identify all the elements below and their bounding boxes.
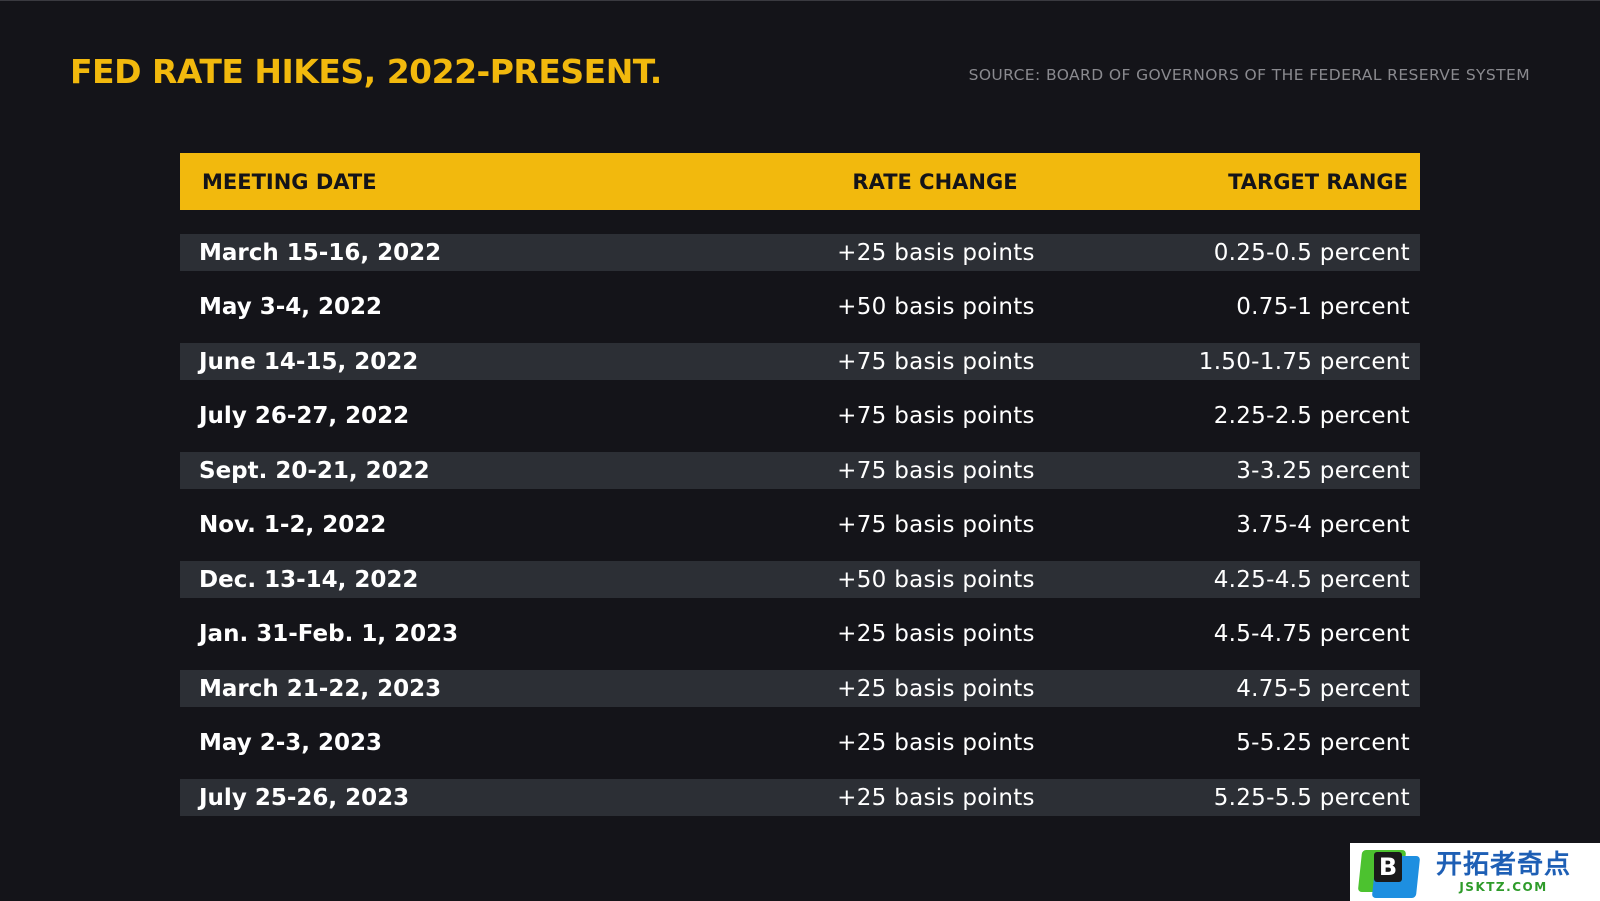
watermark-badge: B 开拓者奇点 JSKTZ.COM [1350,843,1600,901]
table-row: March 21-22, 2023 +25 basis points 4.75-… [180,670,1420,707]
cell-target-range: 5.25-5.5 percent [1213,784,1410,811]
cell-rate-change: +25 basis points [837,730,1035,756]
cell-target-range: 4.25-4.5 percent [1213,566,1410,593]
cell-meeting-date: Jan. 31-Feb. 1, 2023 [199,621,459,647]
table-header: MEETING DATE RATE CHANGE TARGET RANGE [180,153,1420,210]
cell-target-range: 4.5-4.75 percent [1213,621,1410,647]
header-rate-change: RATE CHANGE [852,169,1018,194]
cell-target-range: 5-5.25 percent [1236,730,1410,756]
cell-meeting-date: June 14-15, 2022 [199,348,419,375]
cell-rate-change: +75 basis points [837,348,1035,375]
header-meeting-date: MEETING DATE [202,169,377,194]
frame-top-border [0,0,1600,1]
cell-meeting-date: May 3-4, 2022 [199,294,383,320]
watermark-text: 开拓者奇点 JSKTZ.COM [1436,850,1571,894]
table-row: June 14-15, 2022 +75 basis points 1.50-1… [180,343,1420,380]
cell-target-range: 0.25-0.5 percent [1213,239,1410,266]
cell-meeting-date: March 21-22, 2023 [199,675,442,702]
table-row: July 26-27, 2022 +75 basis points 2.25-2… [180,398,1420,435]
cell-meeting-date: July 25-26, 2023 [199,784,410,811]
table-body: March 15-16, 2022 +25 basis points 0.25-… [180,234,1420,816]
cell-meeting-date: July 26-27, 2022 [199,403,410,429]
cell-target-range: 1.50-1.75 percent [1198,348,1410,375]
cell-rate-change: +75 basis points [837,457,1035,484]
source-note: SOURCE: BOARD OF GOVERNORS OF THE FEDERA… [968,66,1530,84]
cell-rate-change: +25 basis points [837,675,1035,702]
watermark-logo-icon: B [1357,846,1422,898]
header-target-range: TARGET RANGE [1228,169,1408,194]
table-row: May 2-3, 2023 +25 basis points 5-5.25 pe… [180,725,1420,762]
cell-rate-change: +25 basis points [837,784,1035,811]
cell-meeting-date: Dec. 13-14, 2022 [199,566,419,593]
table-row: May 3-4, 2022 +50 basis points 0.75-1 pe… [180,289,1420,326]
cell-rate-change: +75 basis points [837,403,1035,429]
cell-rate-change: +25 basis points [837,621,1035,647]
page-title: FED RATE HIKES, 2022-PRESENT. [70,52,662,91]
table-row: March 15-16, 2022 +25 basis points 0.25-… [180,234,1420,271]
cell-rate-change: +25 basis points [837,239,1035,266]
cell-target-range: 3.75-4 percent [1236,512,1410,538]
cell-rate-change: +50 basis points [837,566,1035,593]
logo-letter: B [1374,852,1402,882]
cell-target-range: 0.75-1 percent [1236,294,1410,320]
cell-rate-change: +50 basis points [837,294,1035,320]
cell-target-range: 4.75-5 percent [1236,675,1410,702]
table-row: Dec. 13-14, 2022 +50 basis points 4.25-4… [180,561,1420,598]
cell-meeting-date: Sept. 20-21, 2022 [199,457,430,484]
cell-rate-change: +75 basis points [837,512,1035,538]
table-row: Nov. 1-2, 2022 +75 basis points 3.75-4 p… [180,507,1420,544]
cell-meeting-date: May 2-3, 2023 [199,730,383,756]
rate-hikes-table: MEETING DATE RATE CHANGE TARGET RANGE Ma… [180,153,1420,834]
table-row: Sept. 20-21, 2022 +75 basis points 3-3.2… [180,452,1420,489]
table-row: Jan. 31-Feb. 1, 2023 +25 basis points 4.… [180,616,1420,653]
table-row: July 25-26, 2023 +25 basis points 5.25-5… [180,779,1420,816]
cell-target-range: 2.25-2.5 percent [1213,403,1410,429]
cell-target-range: 3-3.25 percent [1236,457,1410,484]
cell-meeting-date: Nov. 1-2, 2022 [199,512,387,538]
cell-meeting-date: March 15-16, 2022 [199,239,442,266]
watermark-name: 开拓者奇点 [1436,850,1572,880]
watermark-domain: JSKTZ.COM [1459,880,1548,894]
